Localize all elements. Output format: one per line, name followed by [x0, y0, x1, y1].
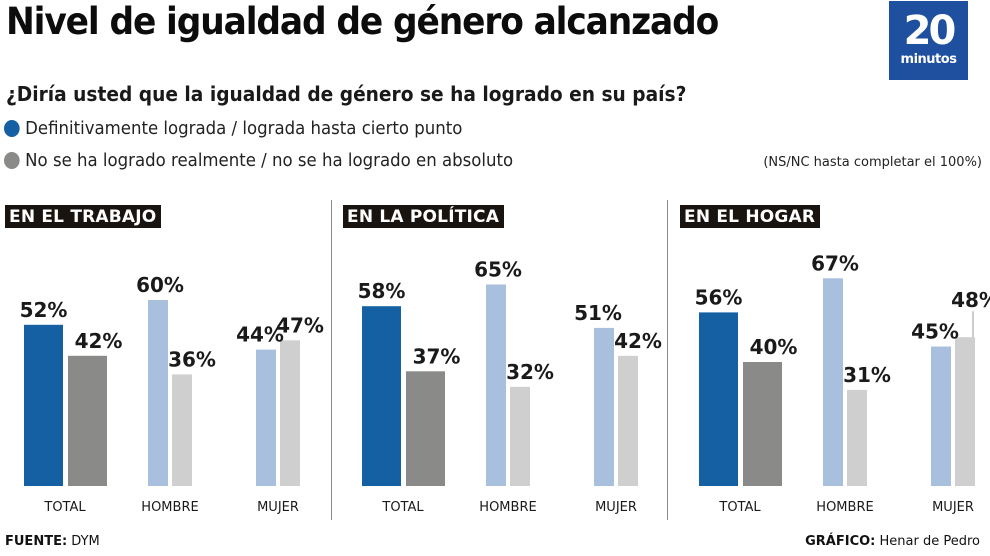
panel-title-hogar: EN EL HOGAR	[680, 205, 821, 228]
value-label-en-la-politica-mujer-not-achieved: 42%	[614, 329, 662, 353]
bar-en-el-trabajo-mujer-achieved	[256, 349, 276, 486]
category-label-en-el-hogar-hombre: HOMBRE	[816, 500, 873, 515]
value-label-en-el-trabajo-hombre-not-achieved: 36%	[168, 347, 216, 371]
legend-dot-gray-icon	[4, 152, 20, 169]
legend-label: Definitivamente lograda / lograda hasta …	[25, 118, 463, 139]
category-label-en-el-trabajo-total: TOTAL	[43, 500, 86, 515]
source-label: FUENTE:	[5, 534, 68, 549]
value-label-en-la-politica-total-achieved: 58%	[358, 279, 406, 303]
brand-logo: 20 minutos	[889, 1, 968, 80]
category-label-en-la-politica-mujer: MUJER	[595, 500, 637, 515]
bar-en-el-hogar-mujer-achieved	[931, 346, 951, 486]
credit-label: GRÁFICO:	[805, 534, 876, 549]
category-label-en-el-trabajo-hombre: HOMBRE	[141, 500, 198, 515]
legend-label: No se ha logrado realmente / no se ha lo…	[25, 150, 514, 171]
nsnc-note: (NS/NC hasta completar el 100%)	[763, 155, 982, 170]
bar-en-la-politica-hombre-not-achieved	[510, 386, 530, 486]
value-label-en-la-politica-mujer-achieved: 51%	[574, 301, 622, 325]
bar-en-el-trabajo-hombre-not-achieved	[172, 374, 192, 486]
source-value: DYM	[71, 534, 100, 549]
category-label-en-la-politica-total: TOTAL	[381, 500, 424, 515]
panel-title-trabajo: EN EL TRABAJO	[5, 205, 162, 228]
value-label-en-el-trabajo-mujer-not-achieved: 47%	[276, 313, 324, 337]
value-label-en-la-politica-total-not-achieved: 37%	[413, 344, 461, 368]
panel-divider	[331, 200, 332, 520]
credit-value: Henar de Pedro	[879, 534, 980, 549]
value-label-en-el-hogar-total-achieved: 56%	[695, 285, 743, 309]
legend-item-achieved: Definitivamente lograda / lograda hasta …	[4, 118, 462, 139]
bar-en-la-politica-mujer-not-achieved	[618, 355, 638, 486]
category-label-en-el-hogar-total: TOTAL	[718, 500, 761, 515]
bar-en-el-hogar-total-achieved	[699, 312, 738, 486]
bar-en-el-trabajo-total-not-achieved	[68, 355, 107, 486]
bar-en-el-hogar-mujer-not-achieved	[955, 337, 975, 486]
value-label-en-la-politica-hombre-achieved: 65%	[474, 258, 522, 282]
value-label-en-el-hogar-mujer-achieved: 45%	[911, 320, 959, 344]
bar-en-el-trabajo-total-achieved	[24, 324, 63, 486]
category-label-en-el-trabajo-mujer: MUJER	[257, 500, 299, 515]
chart-title: Nivel de igualdad de género alcanzado	[6, 0, 719, 43]
bar-en-la-politica-total-not-achieved	[406, 371, 445, 486]
value-label-en-la-politica-hombre-not-achieved: 32%	[506, 360, 554, 384]
logo-number: 20	[903, 8, 957, 54]
bar-en-el-hogar-total-not-achieved	[743, 362, 782, 486]
value-label-en-el-hogar-total-not-achieved: 40%	[750, 335, 798, 359]
value-label-en-el-hogar-mujer-not-achieved: 48%	[951, 288, 990, 312]
bar-en-la-politica-total-achieved	[362, 306, 401, 486]
bar-en-la-politica-mujer-achieved	[594, 327, 614, 486]
bar-en-el-trabajo-hombre-achieved	[148, 300, 168, 486]
value-label-en-el-hogar-hombre-not-achieved: 31%	[843, 363, 891, 387]
survey-question: ¿Diría usted que la igualdad de género s…	[6, 82, 687, 106]
bar-en-el-hogar-hombre-not-achieved	[847, 389, 867, 486]
value-label-en-el-trabajo-mujer-achieved: 44%	[236, 323, 284, 347]
value-label-en-el-hogar-hombre-achieved: 67%	[811, 251, 859, 275]
value-label-en-el-trabajo-hombre-achieved: 60%	[136, 273, 184, 297]
legend-dot-blue-icon	[4, 120, 20, 137]
bar-en-la-politica-hombre-achieved	[486, 284, 506, 486]
category-label-en-el-hogar-mujer: MUJER	[932, 500, 974, 515]
legend-item-not-achieved: No se ha logrado realmente / no se ha lo…	[4, 150, 513, 171]
bar-en-el-hogar-hombre-achieved	[823, 278, 843, 486]
logo-word: minutos	[900, 52, 957, 67]
value-label-en-el-trabajo-total-achieved: 52%	[20, 298, 68, 322]
source-credit: FUENTE: DYM	[5, 534, 100, 549]
graphic-credit: GRÁFICO: Henar de Pedro	[805, 534, 980, 549]
category-label-en-la-politica-hombre: HOMBRE	[479, 500, 536, 515]
value-label-en-el-trabajo-total-not-achieved: 42%	[75, 329, 123, 353]
panel-title-politica: EN LA POLÍTICA	[343, 205, 505, 228]
bar-en-el-trabajo-mujer-not-achieved	[280, 340, 300, 486]
panel-divider	[667, 200, 668, 520]
